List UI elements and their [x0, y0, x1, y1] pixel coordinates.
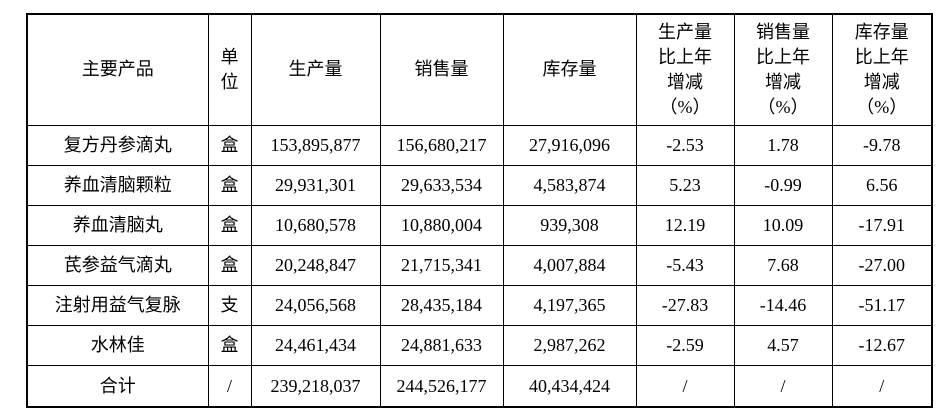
table-row: 复方丹参滴丸盒 153,895,877 156,680,217 27,916,096-…: [26, 124, 933, 166]
cell-sales_change_pct: 7.68: [733, 244, 833, 286]
cell-sales_change_pct: 1.78: [733, 124, 833, 166]
cell-inventory: 4,197,365: [502, 284, 637, 326]
cell-sales: 28,435,184: [379, 284, 504, 326]
cell-inventory: 2,987,262: [502, 324, 637, 366]
cell-production: 24,461,434: [250, 324, 381, 366]
cell-inventory_change_pct: -27.00: [831, 244, 933, 286]
cell-production: 29,931,301: [250, 164, 381, 206]
cell-production: 10,680,578: [250, 204, 381, 246]
header-sales: 销售量: [379, 13, 504, 126]
cell-production_change_pct: -5.43: [635, 244, 735, 286]
table-header-row: 主要产品 单位 生产量 销售量 库存量 生产量 比上年 增减 （%） 销售量 比…: [26, 13, 933, 126]
cell-unit: 盒: [207, 244, 252, 286]
table-row: 养血清脑丸盒 10,680,578 10,880,004 939,308 12.19 10…: [26, 204, 933, 246]
cell-sales: 29,633,534: [379, 164, 504, 206]
cell-inventory_change_pct: -17.91: [831, 204, 933, 246]
cell-production_change_pct: -2.59: [635, 324, 735, 366]
cell-production_change_pct: /: [635, 364, 735, 408]
products-table: 主要产品 单位 生产量 销售量 库存量 生产量 比上年 增减 （%） 销售量 比…: [26, 13, 933, 408]
cell-inventory_change_pct: -51.17: [831, 284, 933, 326]
cell-inventory: 4,583,874: [502, 164, 637, 206]
table-row: 养血清脑颗粒盒 29,931,301 29,633,534 4,583,874 5.23…: [26, 164, 933, 206]
table-body: 复方丹参滴丸盒 153,895,877 156,680,217 27,916,096-…: [26, 124, 933, 408]
table-row: 水林佳盒 24,461,434 24,881,633 2,987,262 -2.59 4.…: [26, 324, 933, 366]
cell-unit: 盒: [207, 164, 252, 206]
cell-production: 239,218,037: [250, 364, 381, 408]
cell-sales: 21,715,341: [379, 244, 504, 286]
cell-production_change_pct: -27.83: [635, 284, 735, 326]
cell-inventory_change_pct: -9.78: [831, 124, 933, 166]
cell-sales: 10,880,004: [379, 204, 504, 246]
cell-production_change_pct: 5.23: [635, 164, 735, 206]
header-inventory-change: 库存量 比上年 增减 （%）: [831, 13, 933, 126]
cell-product: 芪参益气滴丸: [26, 244, 209, 286]
cell-production: 153,895,877: [250, 124, 381, 166]
cell-inventory_change_pct: /: [831, 364, 933, 408]
cell-product: 合计: [26, 364, 209, 408]
header-production-change: 生产量 比上年 增减 （%）: [635, 13, 735, 126]
cell-production_change_pct: 12.19: [635, 204, 735, 246]
cell-sales: 244,526,177: [379, 364, 504, 408]
cell-inventory: 939,308: [502, 204, 637, 246]
cell-product: 养血清脑颗粒: [26, 164, 209, 206]
cell-unit: 支: [207, 284, 252, 326]
cell-product: 养血清脑丸: [26, 204, 209, 246]
cell-sales_change_pct: -0.99: [733, 164, 833, 206]
cell-inventory_change_pct: 6.56: [831, 164, 933, 206]
cell-unit: 盒: [207, 324, 252, 366]
table-total-row: 合计/239,218,037 244,526,177 40,434,424// /: [26, 364, 933, 408]
cell-inventory_change_pct: -12.67: [831, 324, 933, 366]
cell-sales: 24,881,633: [379, 324, 504, 366]
header-sales-change: 销售量 比上年 增减 （%）: [733, 13, 833, 126]
table-row: 芪参益气滴丸盒 20,248,847 21,715,341 4,007,884 -5.4…: [26, 244, 933, 286]
cell-unit: /: [207, 364, 252, 408]
cell-sales_change_pct: -14.46: [733, 284, 833, 326]
header-unit: 单位: [207, 13, 252, 126]
cell-sales_change_pct: /: [733, 364, 833, 408]
cell-sales_change_pct: 4.57: [733, 324, 833, 366]
cell-unit: 盒: [207, 204, 252, 246]
cell-sales: 156,680,217: [379, 124, 504, 166]
cell-product: 注射用益气复脉: [26, 284, 209, 326]
cell-product: 水林佳: [26, 324, 209, 366]
cell-production_change_pct: -2.53: [635, 124, 735, 166]
header-production: 生产量: [250, 13, 381, 126]
cell-inventory: 4,007,884: [502, 244, 637, 286]
cell-unit: 盒: [207, 124, 252, 166]
cell-product: 复方丹参滴丸: [26, 124, 209, 166]
header-inventory: 库存量: [502, 13, 637, 126]
table-row: 注射用益气复脉支 24,056,568 28,435,184 4,197,365 -27…: [26, 284, 933, 326]
cell-production: 24,056,568: [250, 284, 381, 326]
cell-production: 20,248,847: [250, 244, 381, 286]
cell-sales_change_pct: 10.09: [733, 204, 833, 246]
header-main-products: 主要产品: [26, 13, 209, 126]
cell-inventory: 40,434,424: [502, 364, 637, 408]
cell-inventory: 27,916,096: [502, 124, 637, 166]
